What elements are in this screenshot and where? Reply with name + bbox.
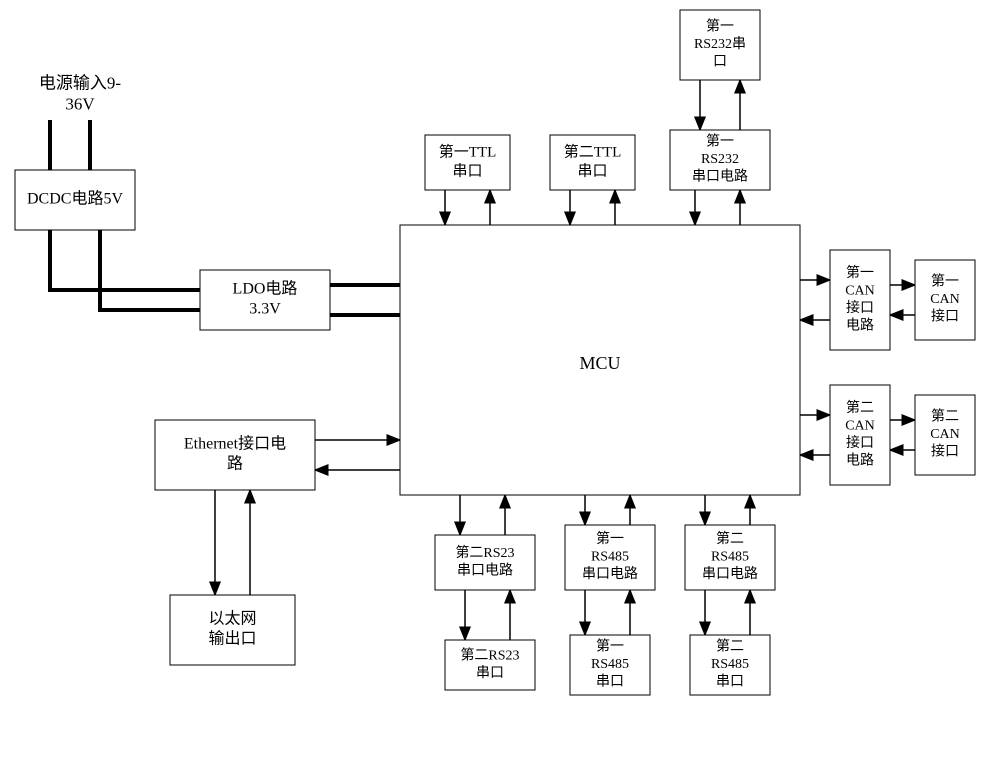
block-rs485_2_circuit-label-2: 串口电路 bbox=[702, 566, 758, 582]
block-ethernet_circuit-label-0: Ethernet接口电 bbox=[184, 435, 286, 453]
block-rs232_2_circuit: 第二RS23串口电路 bbox=[435, 535, 535, 590]
block-ttl2-label-0: 第二TTL bbox=[564, 143, 622, 161]
block-rs232_2_port: 第二RS23 串口 bbox=[445, 640, 535, 690]
blocks-layer: 电源输入9- 36V DCDC电路5V LDO电路 3.3V MCU Ethernet接口电… bbox=[15, 10, 975, 695]
block-can1_port-label-0: 第一 bbox=[931, 273, 959, 290]
block-can2_port-label-2: 接口 bbox=[931, 443, 959, 460]
block-ethernet_circuit: Ethernet接口电路 bbox=[155, 420, 315, 490]
block-can1_port-label-1: CAN bbox=[930, 292, 960, 307]
block-rs232_1_port-label-2: 口 bbox=[713, 55, 727, 70]
block-rs232_1_circuit: 第一 RS232 串口电路 bbox=[670, 130, 770, 190]
block-power_label-label-1: 36V bbox=[65, 95, 95, 114]
block-rs232_1_circuit-label-0: 第一 bbox=[706, 133, 734, 150]
block-rs485_1_port-label-0: 第一 bbox=[596, 638, 624, 655]
block-rs485_1_circuit-label-1: RS485 bbox=[591, 550, 629, 565]
block-rs232_2_circuit-label-0: 第二RS23 bbox=[455, 544, 514, 561]
block-can1_port: 第一 CAN接口 bbox=[915, 260, 975, 340]
block-mcu-label-0: MCU bbox=[579, 353, 620, 373]
block-rs485_2_circuit-label-0: 第二 bbox=[716, 530, 744, 547]
block-can2_circuit-label-2: 接口 bbox=[846, 434, 874, 451]
block-rs485_2_circuit-label-1: RS485 bbox=[711, 550, 749, 565]
block-can2_port-label-0: 第二 bbox=[931, 408, 959, 425]
block-rs232_1_port: 第一RS232串口 bbox=[680, 10, 760, 80]
block-can1_circuit-label-3: 电路 bbox=[846, 317, 874, 333]
block-power_label-label-0: 电源输入9- bbox=[39, 73, 121, 92]
block-rs232_2_port-label-1: 串口 bbox=[476, 665, 504, 681]
block-rs485_2_circuit: 第二 RS485串口电路 bbox=[685, 525, 775, 590]
block-rs485_1_circuit-label-2: 串口电路 bbox=[582, 566, 638, 582]
block-can1_circuit-label-0: 第一 bbox=[846, 264, 874, 281]
block-ldo-label-1: 3.3V bbox=[249, 301, 281, 318]
block-power_label: 电源输入9- 36V bbox=[39, 73, 121, 113]
block-rs485_2_port-label-0: 第二 bbox=[716, 638, 744, 655]
block-ttl1-label-1: 串口 bbox=[452, 162, 482, 179]
block-rs485_2_port: 第二 RS485 串口 bbox=[690, 635, 770, 695]
block-ethernet_out-label-1: 输出口 bbox=[208, 630, 256, 648]
block-rs232_1_circuit-label-1: RS232 bbox=[701, 152, 739, 167]
block-ldo: LDO电路 3.3V bbox=[200, 270, 330, 330]
block-rs485_1_circuit: 第一 RS485串口电路 bbox=[565, 525, 655, 590]
block-can2_circuit: 第二 CAN接口电路 bbox=[830, 385, 890, 485]
block-ldo-label-0: LDO电路 bbox=[233, 280, 298, 298]
block-can2_circuit-label-0: 第二 bbox=[846, 399, 874, 416]
block-rs232_1_port-label-1: RS232串 bbox=[694, 36, 746, 52]
block-can2_circuit-label-3: 电路 bbox=[846, 452, 874, 468]
block-can2_port-label-1: CAN bbox=[930, 427, 960, 442]
block-mcu: MCU bbox=[400, 225, 800, 495]
block-diagram: 电源输入9- 36V DCDC电路5V LDO电路 3.3V MCU Ethernet接口电… bbox=[0, 0, 1000, 781]
block-can1_port-label-2: 接口 bbox=[931, 308, 959, 325]
block-dcdc: DCDC电路5V bbox=[15, 170, 135, 230]
block-ttl1: 第一TTL串口 bbox=[425, 135, 510, 190]
block-ethernet_circuit-label-1: 路 bbox=[227, 455, 243, 473]
block-ethernet_out: 以太网输出口 bbox=[170, 595, 295, 665]
block-ttl1-label-0: 第一TTL bbox=[439, 143, 497, 161]
block-dcdc-label-0: DCDC电路5V bbox=[27, 190, 123, 208]
block-can1_circuit-label-1: CAN bbox=[845, 283, 875, 298]
block-rs485_1_circuit-label-0: 第一 bbox=[596, 530, 624, 547]
block-rs485_1_port-label-1: RS485 bbox=[591, 657, 629, 672]
block-rs485_2_port-label-1: RS485 bbox=[711, 657, 749, 672]
block-rs232_1_port-label-0: 第一 bbox=[706, 18, 734, 35]
block-rs485_1_port-label-2: 串口 bbox=[596, 674, 624, 690]
block-can2_circuit-label-1: CAN bbox=[845, 418, 875, 433]
block-can1_circuit: 第一 CAN接口电路 bbox=[830, 250, 890, 350]
block-can2_port: 第二 CAN接口 bbox=[915, 395, 975, 475]
block-ttl2: 第二TTL串口 bbox=[550, 135, 635, 190]
block-ttl2-label-1: 串口 bbox=[577, 162, 607, 179]
block-ethernet_out-label-0: 以太网 bbox=[208, 610, 256, 628]
block-rs232_2_circuit-label-1: 串口电路 bbox=[457, 562, 513, 578]
block-rs485_2_port-label-2: 串口 bbox=[716, 674, 744, 690]
block-can1_circuit-label-2: 接口 bbox=[846, 299, 874, 316]
block-rs232_1_circuit-label-2: 串口电路 bbox=[692, 169, 748, 185]
block-rs232_2_port-label-0: 第二RS23 bbox=[460, 646, 519, 663]
block-rs485_1_port: 第一 RS485 串口 bbox=[570, 635, 650, 695]
